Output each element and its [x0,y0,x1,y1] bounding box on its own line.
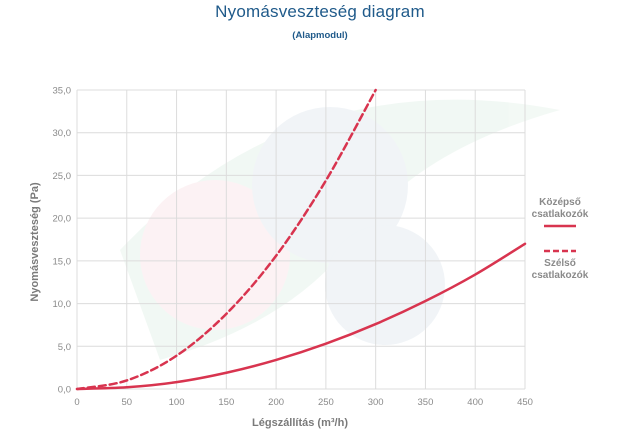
x-tick-label: 0 [74,397,79,408]
legend-label-kozepso: Középső csatlakozók [531,197,589,220]
y-tick-label: 30,0 [53,128,72,139]
x-tick-label: 300 [368,397,384,408]
legend-label-szelso: Szélső csatlakozók [531,258,589,281]
watermark-logo [120,99,560,361]
y-tick-label: 0,0 [58,385,71,396]
legend-swatch-solid [544,224,576,228]
x-axis-label: Légszállítás (m³/h) [252,417,348,429]
x-tick-label: 200 [268,397,284,408]
legend-swatch-dashed [544,249,576,253]
chart-title: Nyomásveszteség diagram [215,2,425,21]
y-tick-label: 10,0 [53,299,72,310]
chart-subtitle: (Alapmodul) [292,30,348,41]
y-tick-label: 15,0 [53,256,72,267]
y-tick-label: 35,0 [53,86,72,97]
x-tick-label: 50 [121,397,132,408]
y-tick-label: 5,0 [58,342,71,353]
x-tick-label: 450 [517,397,533,408]
series-line-kozepso [75,242,527,391]
legend-item-kozepso: Középső csatlakozók [520,197,600,229]
x-tick-label: 100 [169,397,185,408]
y-axis-label: Nyomásveszteség (Pa) [29,182,41,302]
series-line-szelso [75,88,377,391]
x-tick-label: 350 [418,397,434,408]
x-tick-label: 150 [218,397,234,408]
x-tick-label: 400 [467,397,483,408]
legend-item-szelso: Szélső csatlakozók [520,246,600,282]
y-tick-label: 20,0 [53,214,72,225]
x-tick-label: 250 [318,397,334,408]
y-tick-label: 25,0 [53,171,72,182]
